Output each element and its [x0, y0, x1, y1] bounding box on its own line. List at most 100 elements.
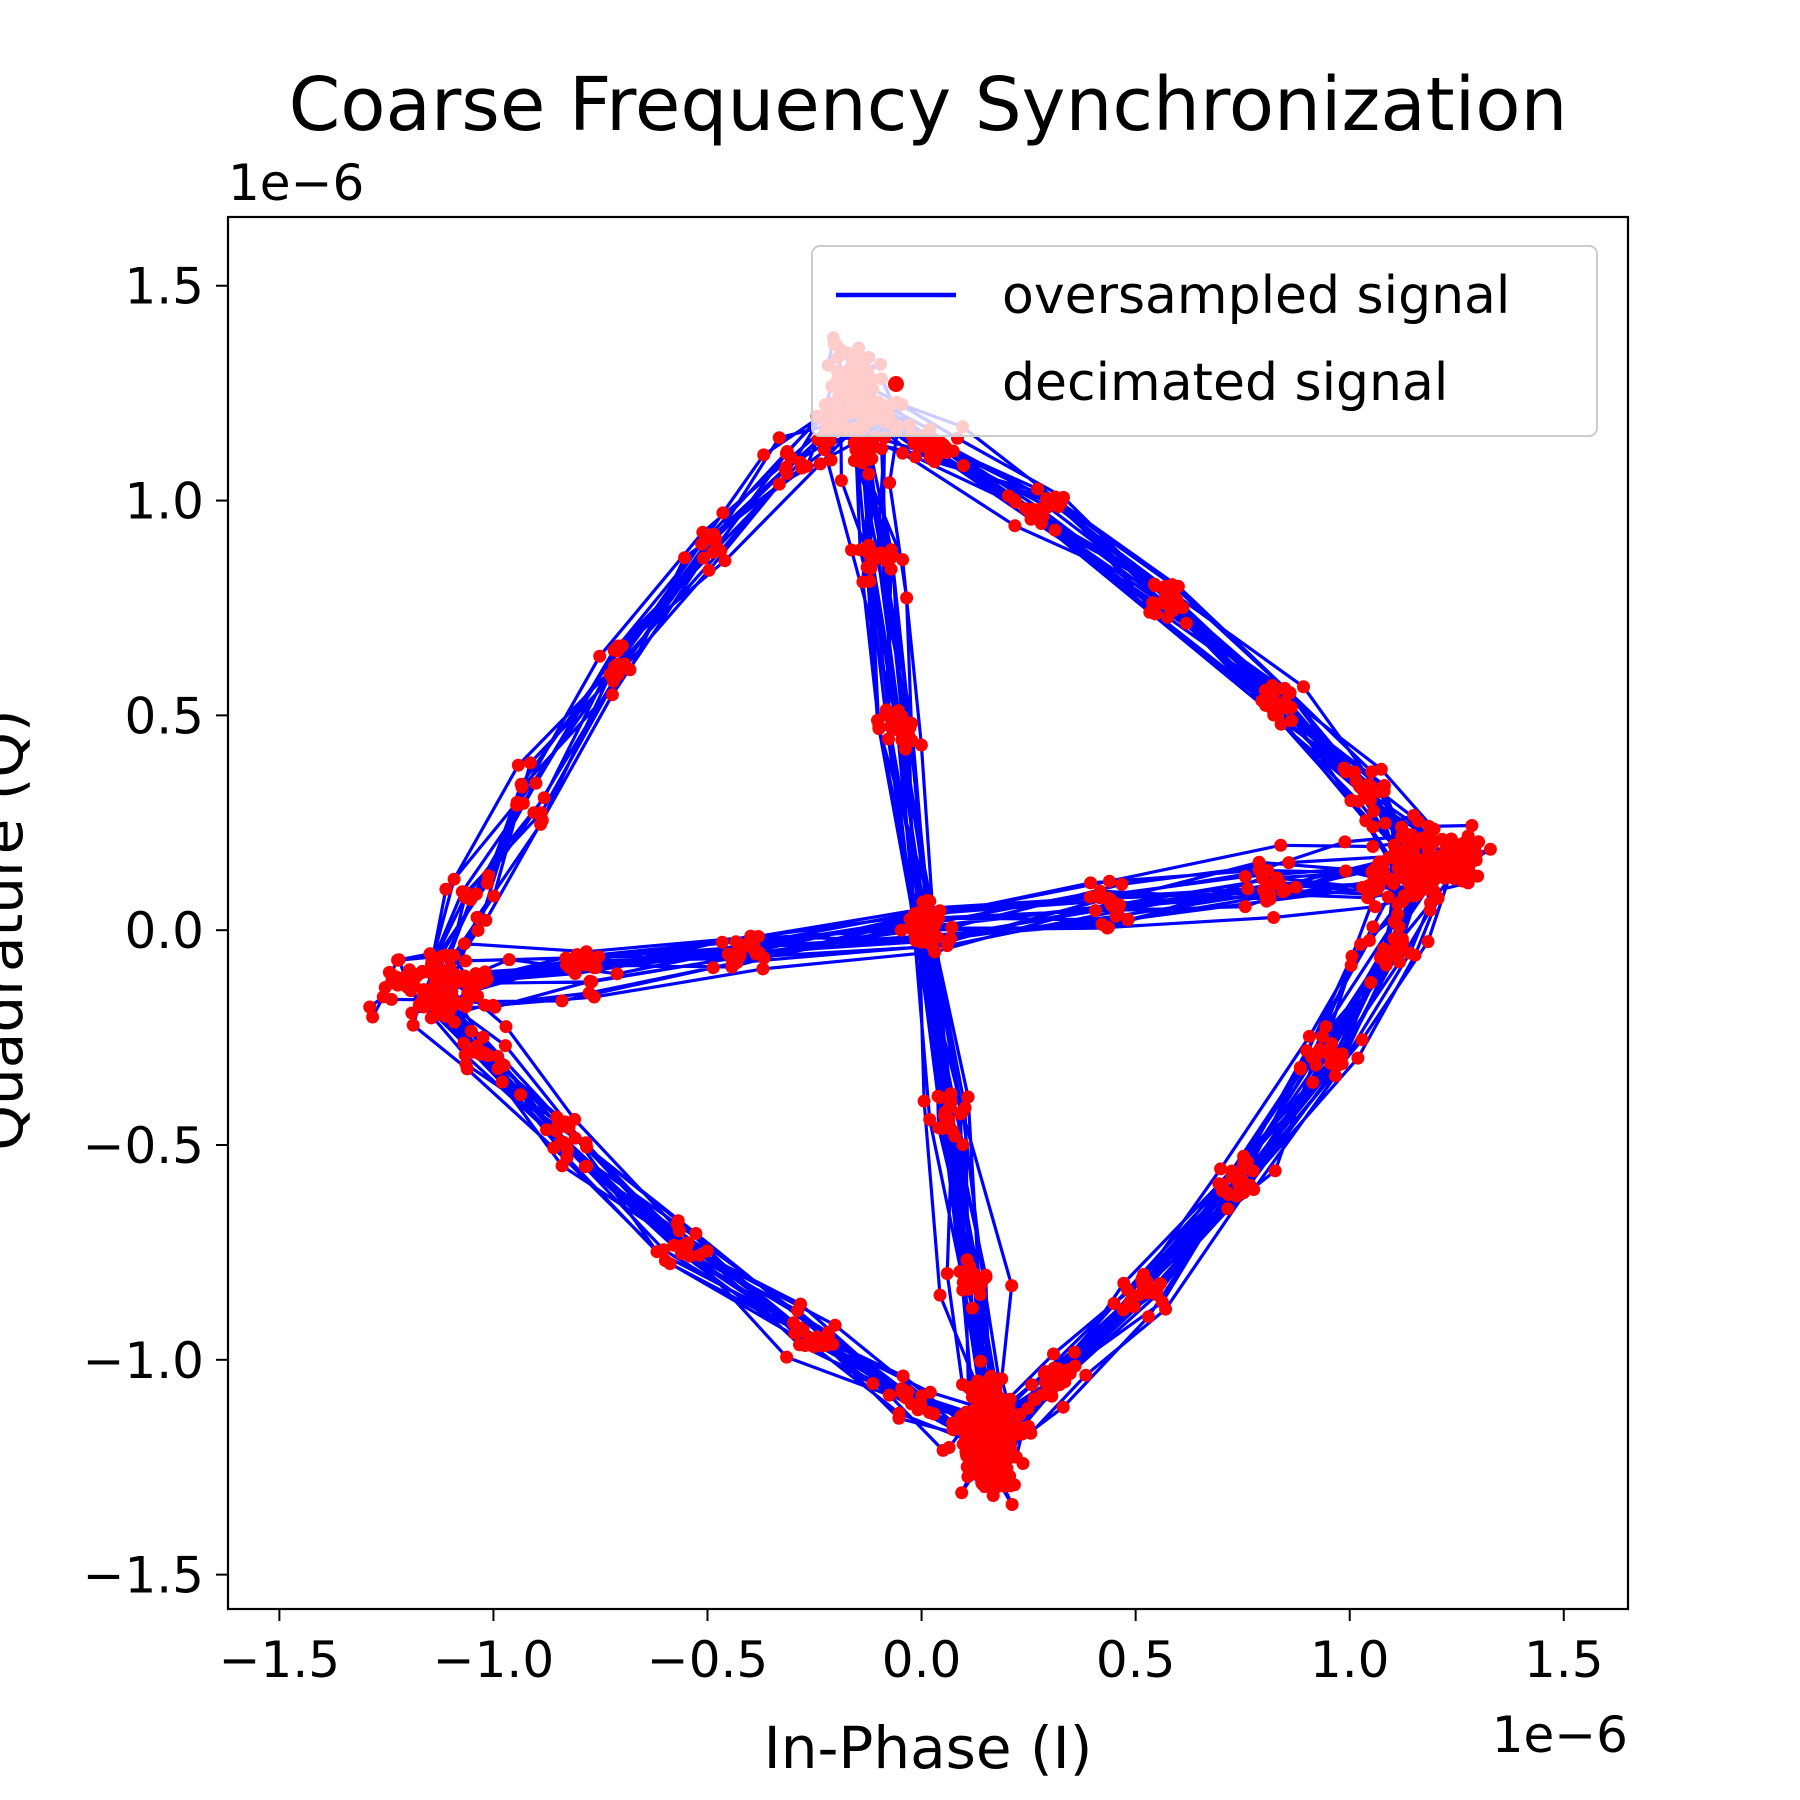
- legend-dot-swatch: [888, 376, 904, 392]
- decimated-point: [447, 872, 461, 886]
- decimated-point: [920, 934, 934, 948]
- decimated-point: [1179, 616, 1193, 630]
- decimated-point: [1252, 855, 1266, 869]
- decimated-point: [1212, 1177, 1226, 1191]
- x-tick-label: 0.0: [882, 1631, 962, 1689]
- decimated-point: [718, 554, 732, 568]
- decimated-point: [1089, 904, 1102, 918]
- decimated-point: [457, 1036, 471, 1050]
- decimated-point: [1167, 596, 1181, 610]
- decimated-point: [1246, 1164, 1260, 1178]
- decimated-point: [1396, 936, 1410, 950]
- x-tick-label: 1.5: [1524, 1631, 1604, 1689]
- decimated-point: [795, 461, 809, 475]
- decimated-point: [988, 1436, 1002, 1449]
- decimated-point: [658, 1254, 672, 1268]
- decimated-point: [430, 955, 444, 969]
- decimated-point: [938, 1106, 952, 1119]
- decimated-point: [961, 1380, 975, 1394]
- decimated-point: [495, 1075, 509, 1089]
- decimated-point: [556, 1135, 570, 1149]
- decimated-point: [923, 1113, 937, 1126]
- decimated-point: [610, 967, 624, 981]
- decimated-point: [772, 431, 786, 445]
- decimated-point: [928, 455, 941, 469]
- decimated-point: [879, 703, 893, 717]
- decimated-point: [611, 639, 625, 653]
- decimated-point: [1366, 864, 1379, 878]
- decimated-point: [689, 1227, 703, 1240]
- decimated-point: [855, 440, 869, 454]
- decimated-point: [1366, 820, 1380, 834]
- decimated-point: [1328, 1069, 1342, 1083]
- decimated-point: [1257, 883, 1270, 897]
- decimated-point: [439, 882, 453, 896]
- decimated-point: [1315, 1030, 1329, 1043]
- x-tick-label: 0.5: [1096, 1631, 1176, 1689]
- decimated-point: [875, 549, 889, 563]
- decimated-point: [980, 1461, 994, 1475]
- decimated-point: [511, 758, 525, 772]
- decimated-point: [1001, 489, 1015, 503]
- decimated-point: [1396, 895, 1410, 908]
- decimated-point: [998, 1423, 1012, 1437]
- decimated-point: [779, 463, 792, 477]
- decimated-point: [714, 544, 728, 558]
- decimated-point: [700, 1244, 714, 1258]
- decimated-point: [966, 1266, 980, 1280]
- decimated-point: [817, 443, 831, 457]
- y-tick-label: 0.5: [124, 687, 204, 745]
- decimated-point: [1271, 705, 1285, 718]
- decimated-point: [1324, 1043, 1338, 1057]
- decimated-point: [1408, 862, 1422, 876]
- decimated-point: [1047, 1347, 1060, 1361]
- x-offset-label: 1e−6: [1492, 1706, 1628, 1764]
- decimated-point: [1095, 917, 1109, 931]
- decimated-point: [459, 954, 473, 968]
- decimated-point: [1431, 891, 1445, 905]
- x-axis-ticks: −1.5 −1.0 −0.5 0.0 0.5 1.0 1.5: [219, 1609, 1604, 1689]
- decimated-point: [568, 1131, 582, 1145]
- decimated-point: [896, 1369, 910, 1383]
- decimated-point: [1282, 856, 1296, 870]
- decimated-point: [1024, 1426, 1038, 1440]
- decimated-point: [555, 994, 569, 1008]
- decimated-point: [929, 440, 943, 454]
- decimated-point: [736, 940, 749, 954]
- decimated-point: [1052, 1376, 1066, 1390]
- decimated-point: [589, 961, 603, 975]
- decimated-point: [1125, 1293, 1139, 1306]
- decimated-point: [1052, 1362, 1065, 1376]
- decimated-point: [940, 939, 954, 953]
- decimated-point: [603, 667, 617, 681]
- decimated-point: [1268, 1164, 1282, 1178]
- decimated-point: [1003, 1434, 1017, 1448]
- decimated-point: [1056, 1400, 1070, 1414]
- decimated-point: [1102, 874, 1116, 888]
- decimated-point: [955, 1486, 969, 1500]
- decimated-point: [534, 817, 548, 831]
- decimated-point: [990, 1453, 1004, 1467]
- decimated-point: [1379, 958, 1393, 972]
- decimated-point: [1149, 607, 1163, 621]
- legend-label-decimated: decimated signal: [1002, 353, 1448, 413]
- legend-box: [811, 245, 1598, 437]
- decimated-point: [550, 1124, 563, 1138]
- decimated-point: [972, 1418, 986, 1432]
- decimated-point: [498, 1039, 512, 1053]
- decimated-point: [1267, 686, 1280, 699]
- decimated-point: [471, 989, 484, 1003]
- decimated-point: [1000, 1403, 1014, 1417]
- decimated-point: [927, 1407, 941, 1421]
- decimated-point: [1041, 500, 1055, 514]
- decimated-point: [1234, 1167, 1248, 1181]
- decimated-point: [1374, 762, 1388, 776]
- decimated-point: [907, 436, 921, 450]
- decimated-point: [497, 1058, 511, 1072]
- decimated-point: [582, 986, 596, 1000]
- decimated-point: [791, 1304, 805, 1318]
- decimated-point: [1048, 523, 1062, 537]
- decimated-point: [780, 1350, 794, 1364]
- decimated-point: [1289, 880, 1303, 894]
- decimated-point: [488, 1000, 502, 1014]
